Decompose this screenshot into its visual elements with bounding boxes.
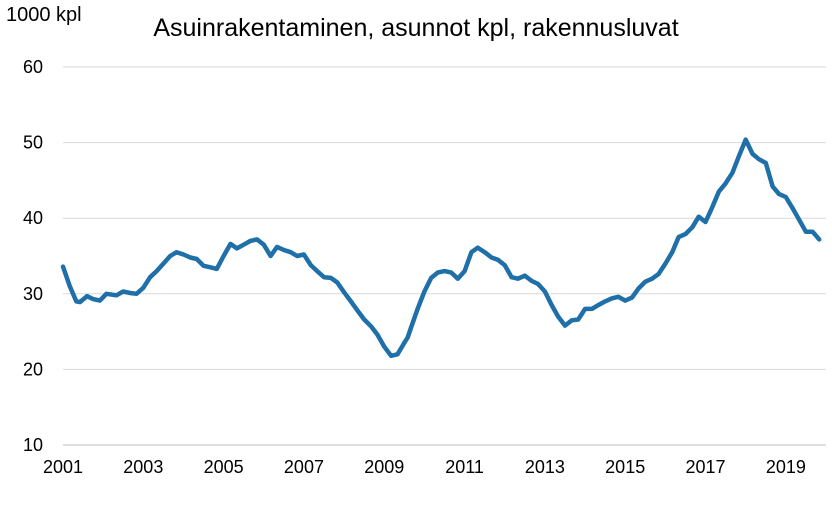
- x-tick-label: 2015: [605, 457, 645, 477]
- x-tick-label: 2017: [686, 457, 726, 477]
- x-tick-label: 2009: [364, 457, 404, 477]
- y-tick-label: 30: [23, 284, 43, 304]
- y-tick-label: 40: [23, 208, 43, 228]
- x-tick-label: 2011: [445, 457, 484, 477]
- x-tick-label: 2003: [123, 457, 163, 477]
- x-tick-label: 2013: [525, 457, 565, 477]
- y-tick-label: 10: [23, 435, 43, 455]
- y-tick-label: 20: [23, 359, 43, 379]
- x-tick-label: 2001: [43, 457, 83, 477]
- series-line: [60, 137, 822, 359]
- y-tick-label: 60: [23, 57, 43, 77]
- y-axis-unit-label: 1000 kpl: [6, 4, 82, 26]
- x-tick-label: 2019: [766, 457, 806, 477]
- x-tick-label: 2005: [204, 457, 244, 477]
- x-tick-label: 2007: [284, 457, 324, 477]
- y-tick-label: 50: [23, 133, 43, 153]
- chart-title: Asuinrakentaminen, asunnot kpl, rakennus…: [153, 14, 679, 42]
